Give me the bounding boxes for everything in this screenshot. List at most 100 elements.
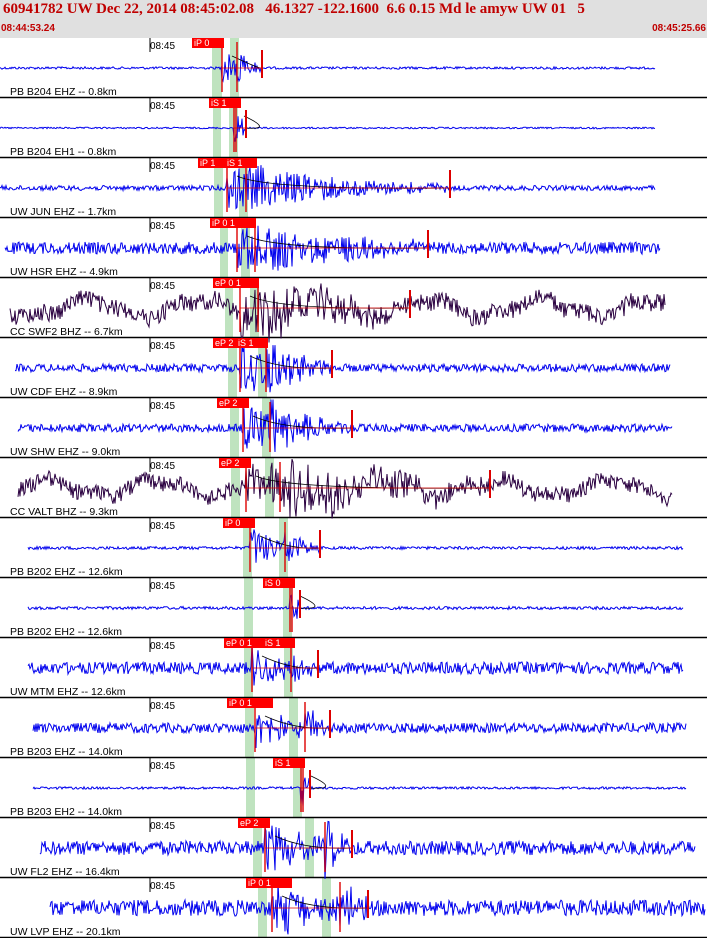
station-label: PB B203 EH2 -- 14.0km <box>10 806 122 818</box>
coda-curve <box>243 115 260 129</box>
time-tick-label: 08:45 <box>150 521 175 532</box>
station-label: UW FL2 EHZ -- 16.4km <box>10 866 120 878</box>
trace-row[interactable]: 08:45 iS 1 PB B204 EH1 -- 0.8km <box>0 98 707 159</box>
pick-label-box[interactable] <box>217 398 249 408</box>
event-title: 60941782 UW Dec 22, 2014 08:45:02.08 46.… <box>3 1 585 17</box>
time-tick-label: 08:45 <box>150 461 175 472</box>
pick-window <box>228 338 237 398</box>
pick-label: iS 1 <box>275 758 291 768</box>
pick-label-box[interactable] <box>223 518 255 528</box>
pick-label-box[interactable] <box>198 158 230 168</box>
station-label: UW CDF EHZ -- 8.9km <box>10 386 118 398</box>
trace-row[interactable]: 08:45 eP 0 1 iS 1 UW MTM EHZ -- 12.6km <box>0 638 707 699</box>
station-label: CC SWF2 BHZ -- 6.7km <box>10 326 123 338</box>
trace-row[interactable]: 08:45 eP 2 iS 1 UW CDF EHZ -- 8.9km <box>0 338 707 399</box>
time-tick-label: 08:45 <box>150 221 175 232</box>
pick-label-box[interactable] <box>219 458 251 468</box>
trace-row[interactable]: 08:45 iS 1 PB B203 EH2 -- 14.0km <box>0 758 707 819</box>
station-label: UW MTM EHZ -- 12.6km <box>10 686 126 698</box>
waveform <box>17 399 673 453</box>
pick-label-box[interactable] <box>213 278 259 288</box>
waveform <box>39 820 696 879</box>
seismogram-panel[interactable]: 08:45 iP 0 PB B204 EHZ -- 0.8km 08:45 iS 1 PB… <box>0 38 707 938</box>
pick-label-box[interactable] <box>210 218 256 228</box>
station-label: PB B202 EH2 -- 12.6km <box>10 626 122 638</box>
station-label: UW JUN EHZ -- 1.7km <box>10 206 116 218</box>
time-tick-label: 08:45 <box>150 821 175 832</box>
pick-window <box>283 578 292 638</box>
pick-label-box[interactable] <box>236 338 268 348</box>
pick-window <box>243 518 252 578</box>
waveform <box>0 116 656 142</box>
pick-label-box[interactable] <box>209 98 241 108</box>
time-tick-label: 08:45 <box>150 761 175 772</box>
time-tick-label: 08:45 <box>150 41 175 52</box>
trace-row[interactable]: 08:45 iP 0 1 UW LVP EHZ -- 20.1km <box>0 878 707 938</box>
pick-label-box[interactable] <box>224 638 270 648</box>
waveform <box>27 644 684 686</box>
pick-window <box>293 758 302 818</box>
window-end-time: 08:45:25.66 <box>652 23 706 34</box>
pick-label-box[interactable] <box>273 758 305 768</box>
station-label: PB B203 EHZ -- 14.0km <box>10 746 123 758</box>
trace-row[interactable]: 08:45 iP 0 PB B204 EHZ -- 0.8km <box>0 38 707 99</box>
time-tick-label: 08:45 <box>150 881 175 892</box>
window-start-time: 08:44:53.24 <box>1 23 55 34</box>
pick-label: eP 2 <box>219 398 237 408</box>
waveform <box>49 883 706 935</box>
waveform <box>27 529 684 563</box>
station-label: PB B202 EHZ -- 12.6km <box>10 566 123 578</box>
pick-label-box[interactable] <box>263 638 295 648</box>
pick-label: eP 2 <box>240 818 258 828</box>
waveform <box>9 283 666 343</box>
waveform <box>0 54 656 83</box>
waveform <box>17 458 673 519</box>
trace-row[interactable]: 08:45 eP 2 UW FL2 EHZ -- 16.4km <box>0 818 707 879</box>
coda-curve <box>299 595 316 609</box>
coda-curve <box>309 775 327 789</box>
time-tick-label: 08:45 <box>150 581 175 592</box>
station-label: CC VALT BHZ -- 9.3km <box>10 506 118 518</box>
pick-label-box[interactable] <box>192 38 224 48</box>
pick-label: eP 0 1 <box>215 278 241 288</box>
pick-label: iS 1 <box>227 158 243 168</box>
station-label: UW HSR EHZ -- 4.9km <box>10 266 118 278</box>
waveform <box>15 343 671 393</box>
trace-row[interactable]: 08:45 eP 2 CC VALT BHZ -- 9.3km <box>0 458 707 519</box>
waveform <box>32 710 687 749</box>
pick-label: eP 2 <box>221 458 239 468</box>
pick-label-box[interactable] <box>227 698 273 708</box>
event-header: 60941782 UW Dec 22, 2014 08:45:02.08 46.… <box>0 0 707 38</box>
time-tick-label: 08:45 <box>150 641 175 652</box>
trace-row[interactable]: 08:45 iP 1 iS 1 UW JUN EHZ -- 1.7km <box>0 158 707 219</box>
trace-row[interactable]: 08:45 eP 0 1 CC SWF2 BHZ -- 6.7km <box>0 278 707 343</box>
time-tick-label: 08:45 <box>150 341 175 352</box>
pick-label-box[interactable] <box>213 338 245 348</box>
pick-label: iP 0 1 <box>229 698 252 708</box>
station-label: UW LVP EHZ -- 20.1km <box>10 926 121 938</box>
waveform <box>0 165 656 210</box>
pick-label: iP 0 <box>225 518 240 528</box>
trace-row[interactable]: 08:45 iS 0 PB B202 EH2 -- 12.6km <box>0 578 707 639</box>
pick-label: iP 0 1 <box>248 878 271 888</box>
trace-row[interactable]: 08:45 iP 0 PB B202 EHZ -- 12.6km <box>0 518 707 579</box>
station-label: PB B204 EH1 -- 0.8km <box>10 146 116 158</box>
station-label: UW SHW EHZ -- 9.0km <box>10 446 120 458</box>
waveform <box>32 777 687 807</box>
pick-label-box[interactable] <box>263 578 295 588</box>
time-tick-label: 08:45 <box>150 101 175 112</box>
time-tick-label: 08:45 <box>150 281 175 292</box>
pick-label: iS 0 <box>265 578 281 588</box>
pick-window <box>231 458 240 518</box>
pick-label: eP 0 1 <box>226 638 252 648</box>
pick-label-box[interactable] <box>246 878 292 888</box>
pick-label-box[interactable] <box>225 158 257 168</box>
time-tick-label: 08:45 <box>150 701 175 712</box>
pick-label-box[interactable] <box>238 818 270 828</box>
trace-row[interactable]: 08:45 eP 2 UW SHW EHZ -- 9.0km <box>0 398 707 459</box>
pick-label: iS 1 <box>265 638 281 648</box>
pick-label: iP 1 <box>200 158 215 168</box>
station-label: PB B204 EHZ -- 0.8km <box>10 86 117 98</box>
trace-row[interactable]: 08:45 iP 0 1 PB B203 EHZ -- 14.0km <box>0 698 707 759</box>
trace-row[interactable]: 08:45 iP 0 1 UW HSR EHZ -- 4.9km <box>0 218 707 279</box>
